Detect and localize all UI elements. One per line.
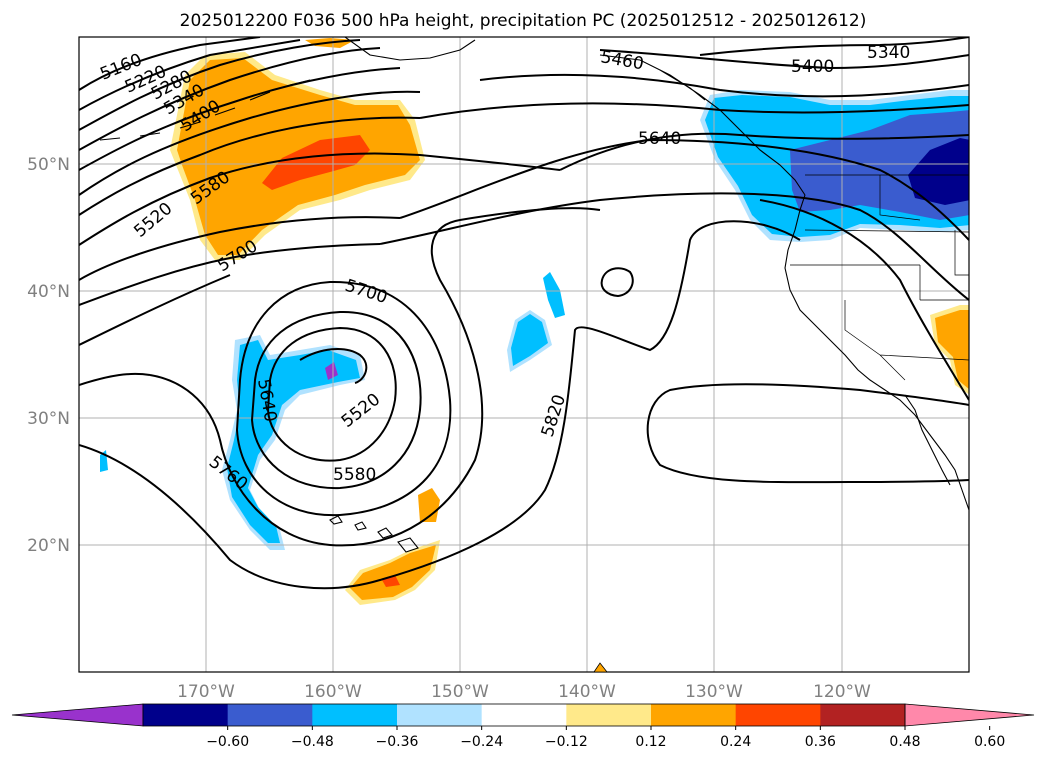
colorbar-outline [142,703,906,727]
contour-5820-east [646,383,969,484]
precip-negative-central-small [543,272,565,318]
lon-label-120w: 120°W [813,682,871,702]
colorbar-box [227,704,313,726]
longitude-labels: 170°W 160°W 150°W 140°W 130°W 120°W [177,682,871,702]
colorbar-box [651,704,737,726]
contour-5640-low [250,310,422,490]
colorbar-tick-label: 0.24 [720,734,751,750]
contour-5280 [79,39,361,131]
contour-5760-west [79,274,231,346]
contour-5880-small [600,267,634,298]
colorbar-tick-label: −0.12 [545,734,588,750]
precip-positive-nw-core [262,135,370,190]
alaska-coast [344,37,806,196]
contour-label-5340-ne: 5340 [867,43,910,63]
height-contours [79,37,969,590]
contour-5340-ne [699,37,969,56]
colorbar-extend-high [904,703,1035,727]
contour-5580-low [266,326,397,462]
us-state-borders [790,175,969,381]
lon-label-150w: 150°W [431,682,489,702]
colorbar-tick-label: 0.12 [635,734,666,750]
map-area: 5160 5220 5280 5340 5400 5580 5520 5700 … [79,37,969,672]
contour-label-5400-ne: 5400 [791,57,834,77]
precip-positive-hawaii-mid [350,545,436,600]
colorbar-box [143,704,229,726]
contour-5640-west [79,216,401,281]
contour-5580-ne [559,132,969,171]
colorbar-tick-label: 0.60 [974,734,1005,750]
contour-5340 [79,47,381,151]
graticule [79,37,969,672]
colorbar-ticks: −0.60 −0.48 −0.36 −0.24 −0.12 0.12 0.24 0.36 0.4… [206,726,1005,750]
precip-negative-low-core [325,362,338,380]
contour-5520-ne [419,102,969,119]
lat-label-40n: 40°N [27,282,70,302]
colorbar-box [397,704,483,726]
contour-5640-ne [399,138,969,241]
baja-coast [904,394,951,486]
lon-label-170w: 170°W [177,682,235,702]
contour-5700-ne [379,192,969,301]
precip-negative-low-mid [227,340,360,543]
precip-negative-ne-core [908,138,969,205]
contour-5820-ring [79,220,801,590]
contour-5520-low [299,348,368,384]
contour-label-5580-low: 5580 [333,465,376,485]
lon-label-130w: 130°W [685,682,743,702]
edge-precip-marker [593,662,608,673]
map-frame [78,36,970,673]
contour-5700-west [79,243,381,306]
hawaii-islands [329,515,419,553]
colorbar-tick-label: −0.60 [206,734,249,750]
lon-label-140w: 140°W [558,682,616,702]
colorbar-tick-label: −0.36 [376,734,419,750]
colorbar-tick-label: −0.48 [291,734,334,750]
na-west-coast [784,194,969,511]
contour-5460-ne [479,73,969,98]
contour-5400 [79,67,401,171]
precip-shading [100,38,969,605]
contour-5400-ne [599,49,969,70]
colorbar-tick-label: 0.48 [889,734,920,750]
precip-negative-central-mid [511,314,548,366]
lon-label-160w: 160°W [304,682,362,702]
contour-5460 [79,90,421,196]
contour-5580-west [79,152,561,246]
colorbar-box [820,704,906,726]
colorbar-box [566,704,652,726]
colorbar [11,703,1035,727]
colorbar-box [481,704,567,726]
lat-label-50n: 50°N [27,155,70,175]
contour-label-5640-ne: 5640 [638,129,681,149]
map-title: 2025012200 F036 500 hPa height, precipit… [180,11,867,31]
contour-5760-ring [149,207,601,547]
latitude-labels: 50°N 40°N 30°N 20°N [27,155,70,556]
lat-label-20n: 20°N [27,536,70,556]
lat-label-30n: 30°N [27,409,70,429]
colorbar-box [735,704,821,726]
precip-positive-small [418,488,440,522]
contour-5760-ne [759,199,969,401]
colorbar-tick-label: −0.24 [460,734,503,750]
colorbar-box [312,704,398,726]
contour-5160 [79,37,261,91]
precip-positive-se-mid [935,310,969,390]
contour-5820-west [79,372,151,386]
colorbar-extend-low [11,703,144,727]
contour-5700-low [235,280,452,517]
precip-positive-hawaii-core [382,575,400,587]
coastlines [99,37,969,553]
contour-5520-west [79,116,421,216]
contour-5220 [79,39,301,111]
colorbar-tick-label: 0.36 [805,734,836,750]
